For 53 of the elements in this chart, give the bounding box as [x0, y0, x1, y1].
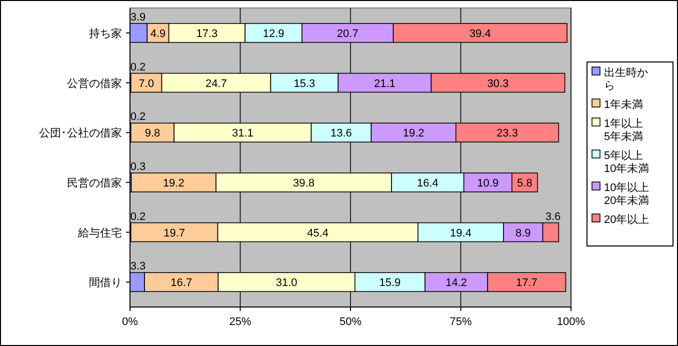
data-label: 15.9: [379, 277, 401, 290]
data-label: 0.2: [130, 61, 146, 74]
data-label: 39.4: [469, 28, 491, 40]
y-tick-label: 給与住宅: [77, 226, 122, 240]
data-label: 19.7: [164, 227, 186, 240]
x-tick-label: 0%: [122, 316, 138, 328]
data-label: 9.8: [144, 128, 160, 140]
x-tick-label: 75%: [450, 316, 472, 328]
data-label: 30.3: [487, 78, 509, 90]
y-tick-label: 民営の借家: [67, 176, 122, 190]
data-label: 5.8: [517, 177, 532, 190]
data-label: 16.4: [416, 177, 438, 190]
data-label: 3.6: [545, 210, 561, 223]
x-tick-label: 25%: [229, 316, 252, 328]
data-label: 7.0: [138, 78, 154, 90]
legend-label: 1年以上5年未満: [604, 117, 644, 143]
data-label: 14.2: [446, 277, 468, 290]
data-label: 15.3: [294, 78, 316, 90]
legend-label: 5年以上10年未満: [604, 149, 650, 175]
data-label: 19.2: [402, 128, 424, 140]
data-label: 31.1: [232, 128, 254, 140]
legend-label: 10年以上20年未満: [604, 181, 650, 207]
x-tick-label: 100%: [556, 316, 586, 328]
data-label: 10.9: [477, 177, 499, 190]
data-label: 23.3: [496, 128, 518, 140]
data-label: 4.9: [150, 28, 166, 40]
data-label: 13.6: [330, 128, 352, 140]
data-label: 20.7: [336, 28, 358, 40]
legend-label: 1年未満: [604, 98, 644, 111]
data-label: 3.9: [130, 11, 146, 24]
data-label: 17.3: [196, 28, 218, 40]
data-label: 24.7: [206, 78, 227, 90]
data-label: 0.3: [130, 160, 146, 173]
data-label: 12.9: [262, 28, 284, 40]
y-tick-label: 間借り: [89, 277, 122, 290]
data-label: 16.7: [170, 277, 192, 290]
data-label: 19.2: [162, 177, 184, 190]
data-label: 21.1: [374, 78, 396, 90]
x-tick-label: 50%: [339, 316, 362, 328]
data-label: 17.7: [516, 277, 538, 290]
y-tick-label: 持ち家: [89, 26, 122, 40]
y-tick-label: 公団･公社の借家: [39, 126, 122, 140]
data-label: 39.8: [293, 177, 314, 190]
data-label: 0.2: [130, 210, 146, 223]
data-label: 3.3: [130, 260, 146, 273]
data-label: 45.4: [307, 227, 329, 240]
data-label: 19.4: [450, 227, 472, 240]
y-tick-label: 公営の借家: [67, 76, 122, 90]
legend-label: 20年以上: [604, 213, 650, 226]
data-label: 0.2: [130, 111, 146, 124]
data-label: 31.0: [276, 277, 298, 290]
data-label: 8.9: [516, 227, 531, 240]
legend-label: 出生時から: [604, 66, 648, 92]
